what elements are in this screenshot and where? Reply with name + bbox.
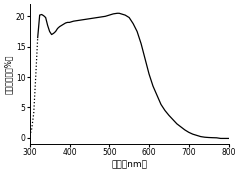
Y-axis label: 外量子效率（%）: 外量子效率（%） bbox=[4, 54, 13, 94]
X-axis label: 波长（nm）: 波长（nm） bbox=[111, 160, 147, 169]
